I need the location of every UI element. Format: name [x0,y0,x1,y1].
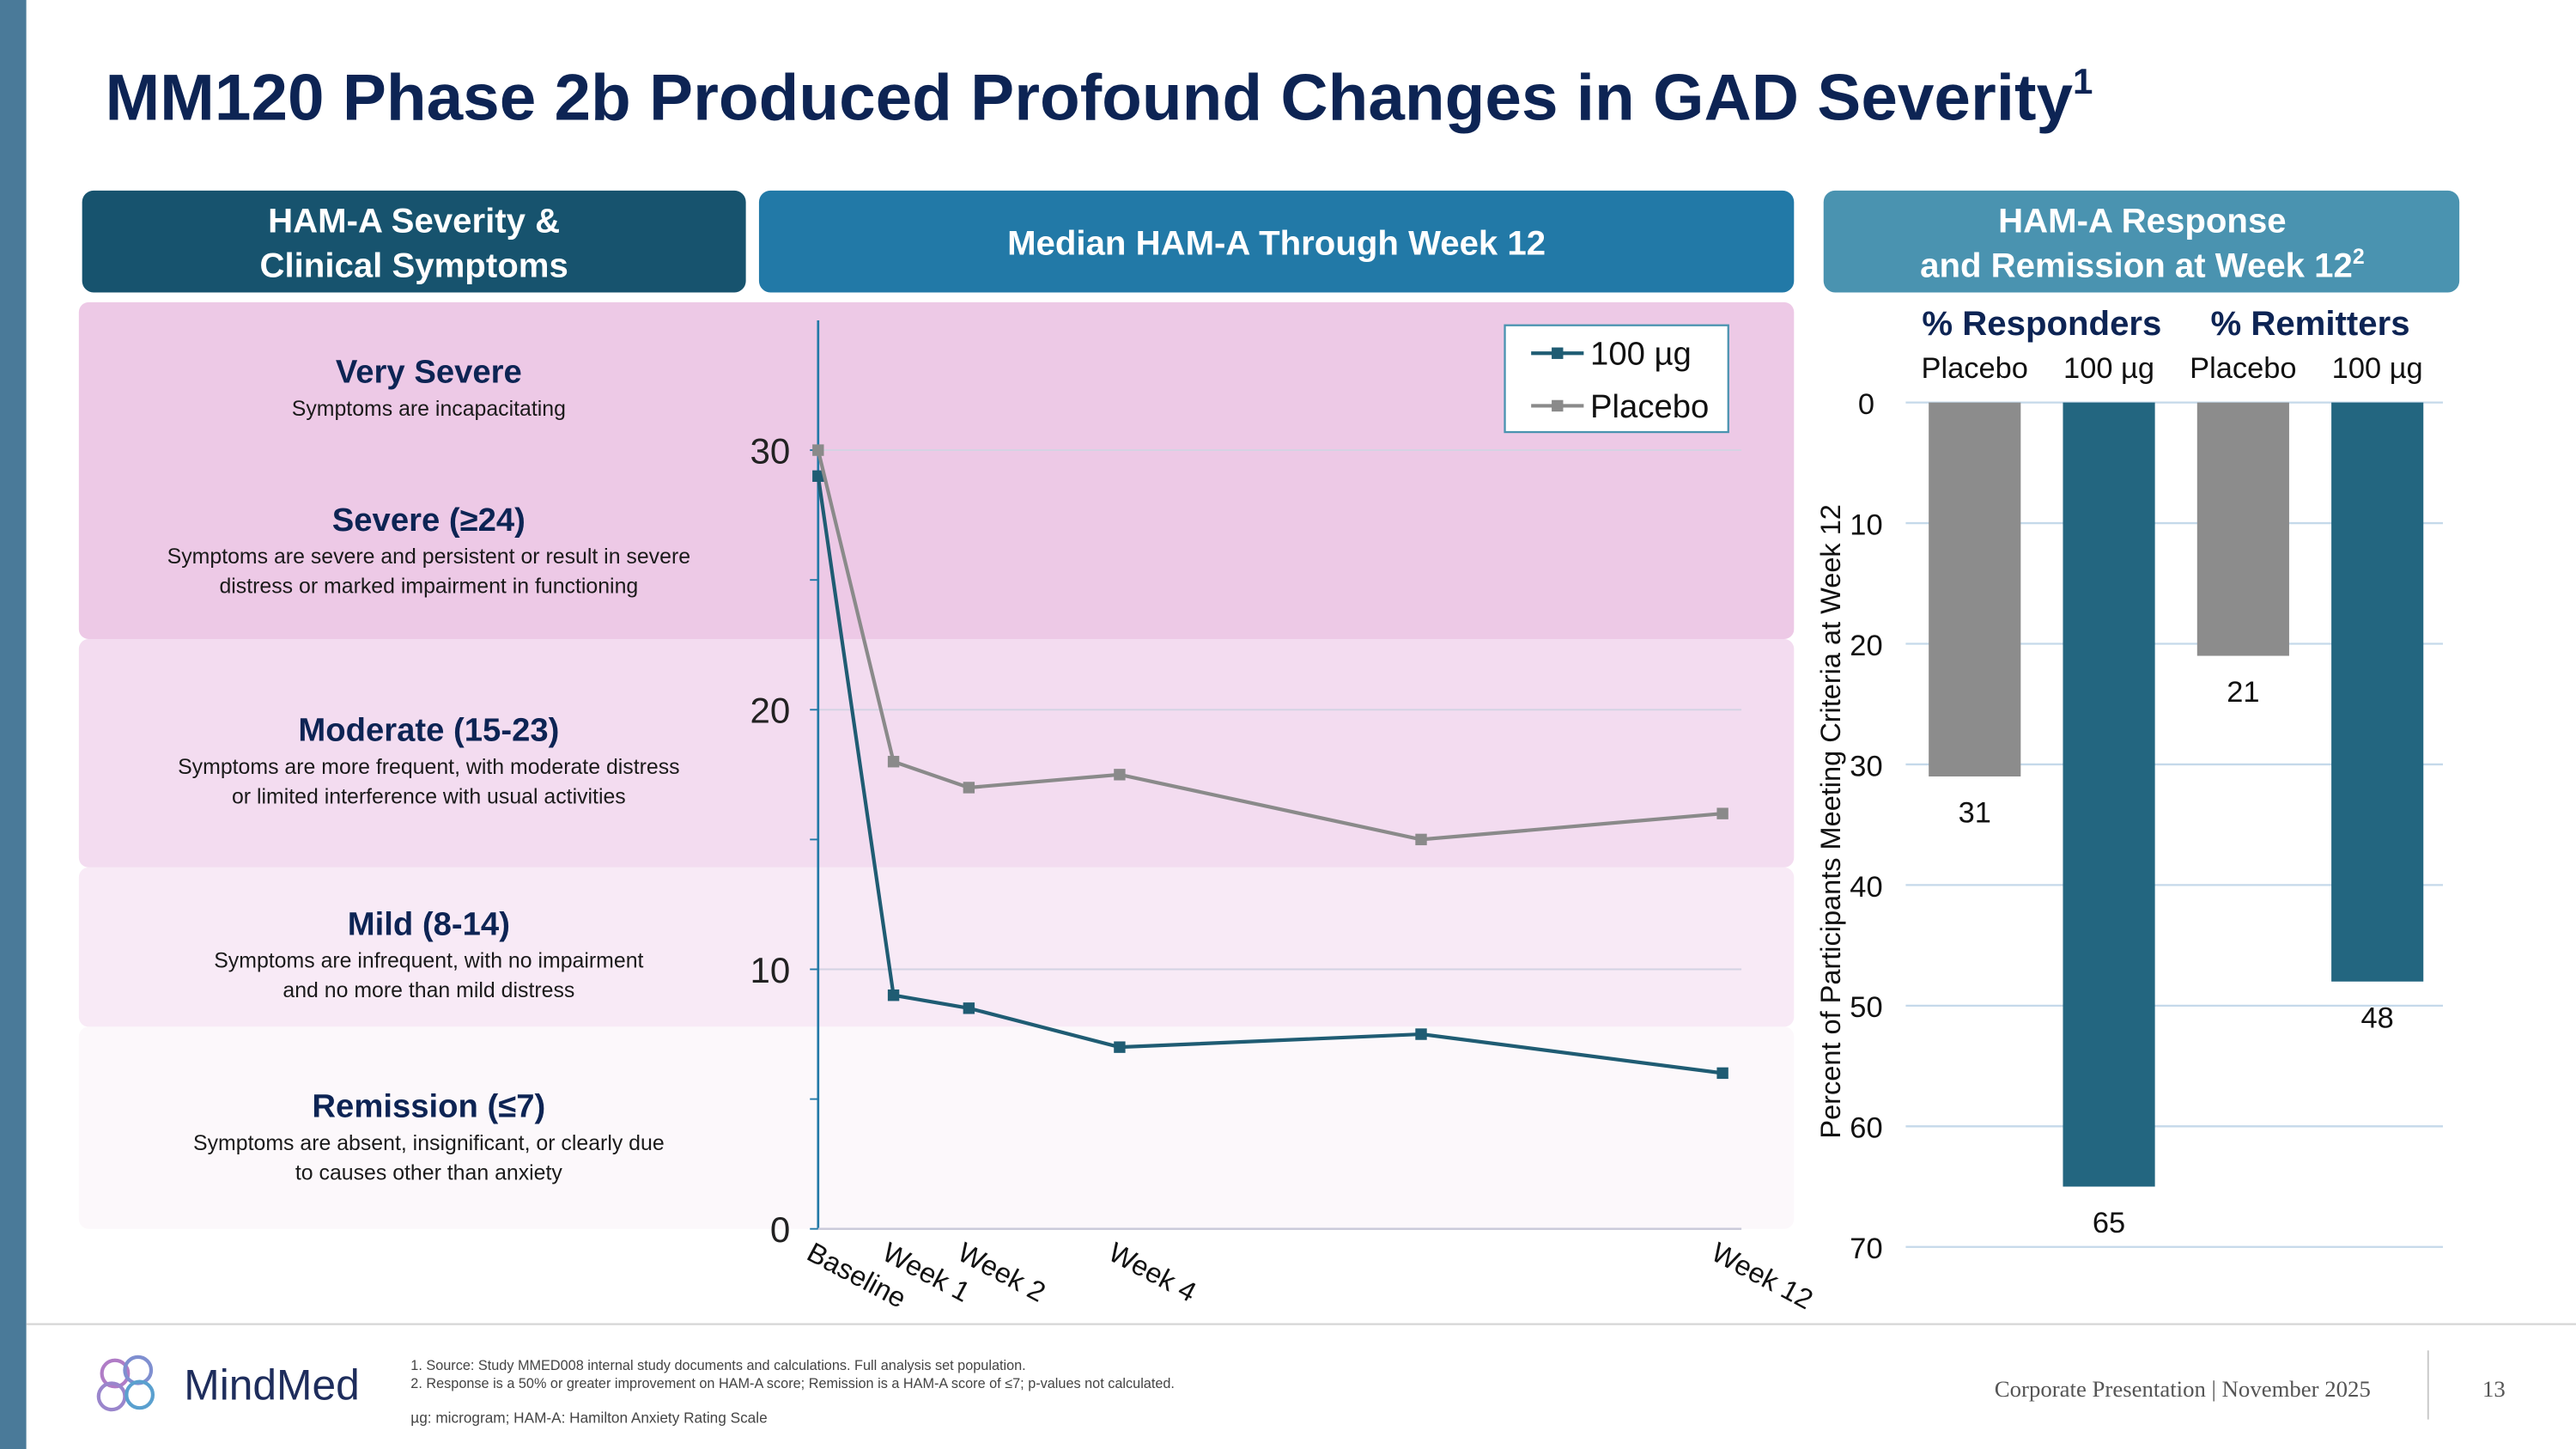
header-text: and Remission at Week 12 [1920,246,2353,284]
x-tick-label: Week 2 [953,1237,1051,1308]
severity-description: Symptoms are more frequent, with moderat… [178,755,680,779]
panel-header: Clinical Symptoms [259,246,568,284]
header-text: HAM-A Response [1998,202,2286,240]
x-tick-label: Week 12 [1707,1237,1819,1316]
value-label: 48 [2361,1002,2394,1034]
severity-name: Mild (8-14) [348,905,510,942]
severity-name: Severe (≥24) [332,502,526,539]
y-axis-label: Percent of Participants Meeting Criteria… [1815,504,1846,1138]
point-marker [963,782,975,794]
group-label: % Remitters [2210,304,2409,343]
header-box [82,190,746,293]
legend-marker [1552,399,1564,412]
severity-band [78,301,1795,640]
category-label: Placebo [2190,352,2296,385]
side-stripe [0,0,27,1449]
severity-band [78,1026,1795,1229]
header-box [1823,190,2460,293]
severity-description: to causes other than anxiety [295,1160,563,1184]
category-label: 100 µg [2063,352,2154,385]
y-tick-label: 40 [1850,871,1882,904]
severity-description: Symptoms are incapacitating [292,397,566,421]
point-marker [1716,807,1728,819]
severity-name: Remission (≤7) [312,1088,545,1125]
legend-marker [1552,347,1564,359]
abbreviations: µg: microgram; HAM-A: Hamilton Anxiety R… [410,1409,767,1426]
point-marker [887,756,900,768]
y-tick-label: 0 [1858,388,1874,421]
legend-label: 100 µg [1590,336,1692,373]
slide-title: MM120 Phase 2b Produced Profound Changes… [105,61,2093,135]
header-box [758,190,1795,293]
point-marker [1716,1067,1728,1080]
panel-header: HAM-A Severity & [268,202,560,240]
legend-box [1504,324,1729,434]
point-marker [812,444,824,456]
header-superscript: 2 [2353,245,2365,269]
series-line [816,449,1723,842]
severity-description: Symptoms are severe and persistent or re… [167,545,690,569]
header-text: Median HAM-A Through Week 12 [1007,223,1546,262]
severity-band [78,867,1795,1027]
panel-header: and Remission at Week 122 [1920,245,2365,284]
group-label: % Responders [1922,304,2161,343]
legend-label: Placebo [1590,388,1709,425]
category-label: 100 µg [2332,352,2423,385]
severity-band [78,639,1795,868]
y-tick-label: 10 [1850,508,1882,541]
bar [2196,402,2289,656]
header-text: HAM-A Severity & [268,202,560,240]
value-label: 21 [2227,676,2259,709]
category-label: Placebo [1922,352,2028,385]
page-number: 13 [2482,1376,2506,1402]
severity-name: Very Severe [336,354,522,391]
point-marker [887,989,900,1002]
footnote: 1. Source: Study MMED008 internal study … [410,1358,1025,1373]
logo-icon [96,1355,155,1412]
y-tick-label: 0 [770,1209,790,1250]
title-text: MM120 Phase 2b Produced Profound Changes… [105,62,2073,135]
y-tick-label: 60 [1850,1112,1882,1145]
y-tick-label: 10 [750,950,790,990]
bar [2331,402,2424,982]
presentation-label: Corporate Presentation | November 2025 [1995,1376,2371,1402]
logo-text: MindMed [184,1361,360,1409]
point-marker [1114,769,1126,781]
severity-description: Symptoms are absent, insignificant, or c… [193,1131,665,1155]
series-line [816,475,1723,1075]
severity-description: distress or marked impairment in functio… [219,574,638,598]
y-tick-label: 20 [750,691,790,731]
severity-name: Moderate (15-23) [298,712,559,749]
point-marker [1114,1041,1126,1053]
point-marker [1415,833,1427,846]
severity-description: or limited interference with usual activ… [232,784,626,808]
header-text: Clinical Symptoms [259,246,568,284]
x-tick-label: Week 4 [1103,1237,1201,1308]
value-label: 65 [2093,1207,2125,1239]
y-tick-label: 30 [1850,750,1882,782]
severity-description: Symptoms are infrequent, with no impairm… [214,949,643,973]
panel-header: HAM-A Response [1998,202,2286,240]
point-marker [963,1002,975,1014]
bar [1929,402,2021,776]
y-tick-label: 30 [750,430,790,471]
bar [2063,402,2155,1187]
point-marker [1415,1028,1427,1040]
panel-header: Median HAM-A Through Week 12 [1007,223,1546,262]
title-superscript: 1 [2073,61,2093,101]
y-tick-label: 70 [1850,1233,1882,1265]
footnote: 2. Response is a 50% or greater improvem… [410,1376,1175,1391]
point-marker [812,470,824,482]
y-tick-label: 50 [1850,991,1882,1024]
y-tick-label: 20 [1850,630,1882,662]
value-label: 31 [1959,797,1991,830]
severity-description: and no more than mild distress [283,978,574,1002]
